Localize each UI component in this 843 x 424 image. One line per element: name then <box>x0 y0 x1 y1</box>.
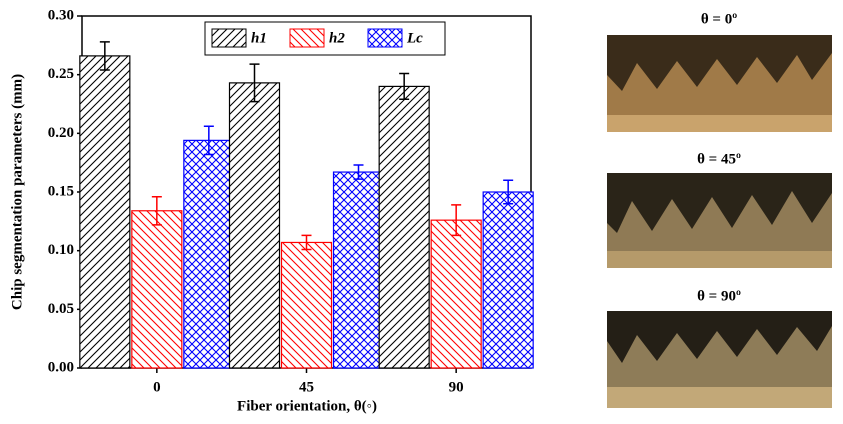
bar <box>184 140 234 368</box>
micrograph <box>607 173 832 268</box>
legend-label: Lc <box>406 30 423 46</box>
legend-label: h2 <box>329 30 345 46</box>
y-tick-label: 0.15 <box>48 183 74 199</box>
x-tick-label: 90 <box>449 379 464 395</box>
micrograph-title: θ = 90º <box>697 288 741 304</box>
legend-swatch <box>212 29 246 47</box>
micrographs <box>607 35 832 408</box>
legend-label: h1 <box>251 30 267 46</box>
y-tick-label: 0.00 <box>48 359 74 375</box>
y-tick-label: 0.10 <box>48 242 74 258</box>
y-tick-label: 0.25 <box>48 66 74 82</box>
bar <box>483 192 533 368</box>
x-axis-label: Fiber orientation, θ(◦) <box>237 398 377 414</box>
micrograph-title: θ = 45º <box>697 151 741 167</box>
bar <box>431 220 481 368</box>
x-tick-label: 45 <box>299 379 314 395</box>
legend-swatch <box>290 29 324 47</box>
bar <box>230 83 280 368</box>
micrograph <box>607 311 832 408</box>
y-axis-label: Chip segmentation parameters (mm) <box>9 74 25 310</box>
x-tick-label: 0 <box>153 379 161 395</box>
legend-swatch <box>368 29 402 47</box>
y-tick-label: 0.20 <box>48 125 74 141</box>
y-tick-label: 0.05 <box>48 301 74 317</box>
micrograph-title: θ = 0º <box>701 11 737 27</box>
y-tick-label: 0.30 <box>48 7 74 23</box>
micrograph <box>607 35 832 132</box>
bar <box>282 242 332 368</box>
bar <box>334 172 384 368</box>
bar <box>379 86 429 368</box>
bar <box>80 56 130 368</box>
figure: Chip segmentation parameters (mm) Fiber … <box>0 0 843 419</box>
bar <box>132 211 182 368</box>
